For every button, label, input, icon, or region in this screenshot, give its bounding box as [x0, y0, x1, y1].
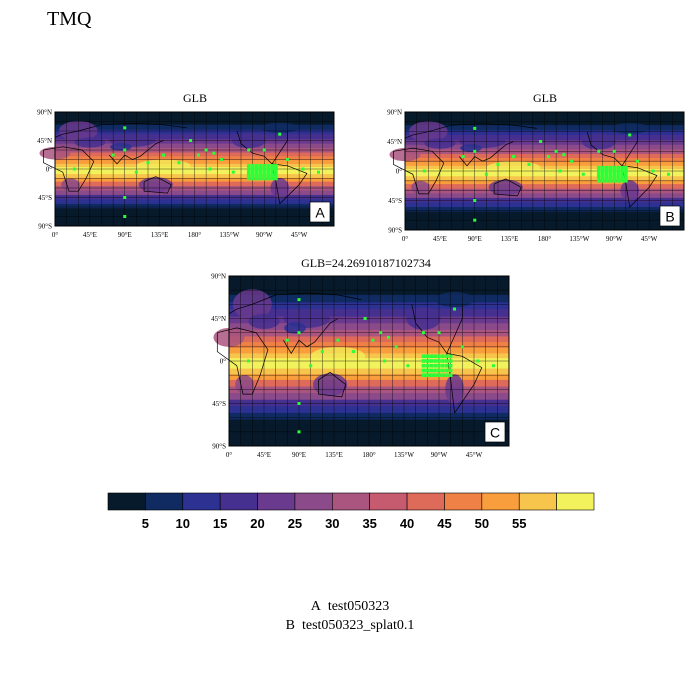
station-markers: [422, 126, 670, 222]
lon-tick-label: 45°E: [257, 451, 271, 459]
legend-name-b: test050323_splat0.1: [301, 618, 415, 633]
lon-tick-label: 135°E: [325, 451, 343, 459]
lon-tick-label: 135°W: [394, 451, 414, 459]
colorbar-swatch: [332, 492, 370, 511]
map-panel-b: 90°N45°N0°45°S90°S0° 45°E 90°E 135°E 180° 135…: [387, 109, 685, 243]
panel-letter-box: A: [309, 201, 331, 223]
colorbar-label: 55: [512, 516, 526, 531]
lon-tick-label: 180°: [188, 231, 202, 239]
map-panel-a: 90°N45°N0°45°S90°S0° 45°E 90°E 135°E 180° 135…: [37, 109, 335, 239]
lat-tick-label: 45°N: [37, 137, 52, 145]
lat-tick-label: 45°N: [211, 315, 226, 323]
colorbar-swatch: [481, 492, 520, 511]
panel-letter: C: [490, 425, 500, 441]
panel-letter-box: B: [659, 205, 681, 227]
coastlines: [216, 292, 483, 414]
lon-tick-label: 135°E: [501, 235, 519, 243]
legend-entry-a: A test050323: [0, 597, 700, 616]
legend-entry-b: B test050323_splat0.1: [0, 616, 700, 635]
colorbar-label: 15: [213, 516, 227, 531]
colorbar-swatch: [518, 492, 557, 511]
station-markers: [72, 126, 320, 218]
map-frame: [404, 111, 685, 231]
map-frame: [228, 275, 510, 447]
lat-tick-label: 90°S: [212, 443, 226, 451]
lon-tick-label: 180°: [538, 235, 552, 243]
map-axes: 90°N45°N0°45°S90°S0° 45°E 90°E 135°E 180° 135…: [211, 273, 482, 460]
lat-tick-label: 90°N: [387, 109, 402, 117]
lon-tick-label: 90°E: [292, 451, 306, 459]
panel-b-title: GLB: [533, 91, 557, 105]
lat-tick-label: 90°S: [38, 223, 52, 231]
lat-tick-label: 90°N: [37, 109, 52, 117]
colorbar-swatch: [369, 492, 408, 511]
colorbar-swatch: [107, 492, 146, 511]
lon-tick-label: 45°W: [466, 451, 483, 459]
lon-tick-label: 0°: [52, 231, 59, 239]
lon-tick-label: 45°W: [641, 235, 658, 243]
colorbar-swatch: [145, 492, 184, 511]
map-axes: 90°N45°N0°45°S90°S0° 45°E 90°E 135°E 180° 135…: [37, 109, 308, 240]
lon-tick-label: 135°E: [151, 231, 169, 239]
lon-tick-label: 0°: [226, 451, 233, 459]
map-axes: 90°N45°N0°45°S90°S0° 45°E 90°E 135°E 180° 135…: [387, 109, 658, 244]
lon-tick-label: 90°E: [468, 235, 482, 243]
map-panel-c: 90°N45°N0°45°S90°S0° 45°E 90°E 135°E 180° 135…: [211, 273, 510, 459]
lon-tick-label: 180°: [362, 451, 376, 459]
colorbar-swatch: [182, 492, 221, 511]
lat-tick-label: 45°S: [38, 194, 52, 202]
legend-key-b: B: [285, 618, 295, 633]
colorbar-swatch: [294, 492, 333, 511]
colorbar-label: 5: [142, 516, 149, 531]
figure-title: TMQ: [47, 8, 92, 30]
colorbar-swatch: [257, 492, 296, 511]
panel-letter: B: [665, 209, 674, 225]
lon-tick-label: 135°W: [569, 235, 589, 243]
lat-tick-label: 45°N: [387, 138, 402, 146]
lat-tick-label: 45°S: [388, 197, 402, 205]
coastlines: [43, 123, 308, 205]
legend: A test050323 B test050323_splat0.1: [0, 597, 700, 635]
colorbar-label: 20: [250, 516, 264, 531]
colorbar-label: 45: [437, 516, 451, 531]
colorbar-swatch: [219, 492, 258, 511]
station-markers: [246, 298, 495, 434]
lon-tick-label: 90°W: [606, 235, 623, 243]
colorbar: 5 10 15 20 25 30 35 40 45 50 55: [107, 492, 595, 531]
colorbar-label: 40: [400, 516, 414, 531]
colorbar-label: 10: [176, 516, 190, 531]
lat-tick-label: 0°: [46, 166, 53, 174]
lon-tick-label: 90°W: [256, 231, 273, 239]
lat-tick-label: 0°: [220, 358, 227, 366]
lat-tick-label: 90°N: [211, 273, 226, 281]
colorbar-swatch: [406, 492, 445, 511]
lon-tick-label: 90°E: [118, 231, 132, 239]
colorbar-label: 30: [325, 516, 339, 531]
lon-tick-label: 135°W: [219, 231, 239, 239]
lon-tick-label: 45°E: [83, 231, 97, 239]
panel-c-title: GLB=24.26910187102734: [301, 256, 431, 270]
coastlines: [393, 123, 658, 208]
lat-tick-label: 45°S: [212, 400, 226, 408]
colorbar-label: 25: [288, 516, 302, 531]
lon-tick-label: 0°: [402, 235, 409, 243]
lon-tick-label: 90°W: [431, 451, 448, 459]
lat-tick-label: 90°S: [388, 227, 402, 235]
panel-letter-box: C: [484, 421, 506, 443]
legend-key-a: A: [310, 599, 321, 614]
colorbar-label: 50: [475, 516, 489, 531]
colorbar-swatch: [556, 492, 595, 511]
lat-tick-label: 0°: [396, 168, 403, 176]
panel-letter: A: [315, 205, 325, 221]
colorbar-swatch: [444, 492, 483, 511]
panel-a-title: GLB: [183, 91, 207, 105]
legend-name-a: test050323: [327, 599, 390, 614]
lon-tick-label: 45°W: [291, 231, 308, 239]
map-frame: [54, 111, 335, 227]
lon-tick-label: 45°E: [433, 235, 447, 243]
colorbar-label: 35: [362, 516, 376, 531]
